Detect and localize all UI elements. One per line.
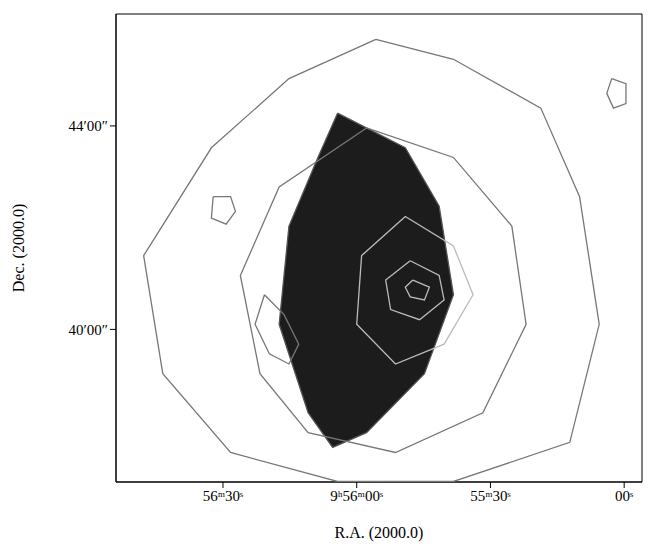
svg-text:40′00″: 40′00″ bbox=[68, 322, 108, 338]
svg-text:Dec. (2000.0): Dec. (2000.0) bbox=[10, 204, 28, 292]
svg-text:56ᵐ30ˢ: 56ᵐ30ˢ bbox=[203, 488, 244, 504]
svg-text:R.A. (2000.0): R.A. (2000.0) bbox=[335, 524, 424, 542]
svg-text:00ˢ: 00ˢ bbox=[615, 488, 633, 504]
svg-text:44′00″: 44′00″ bbox=[68, 118, 108, 134]
svg-text:55ᵐ30ˢ: 55ᵐ30ˢ bbox=[470, 488, 511, 504]
svg-text:9ʰ56ᵐ00ˢ: 9ʰ56ᵐ00ˢ bbox=[330, 488, 383, 504]
